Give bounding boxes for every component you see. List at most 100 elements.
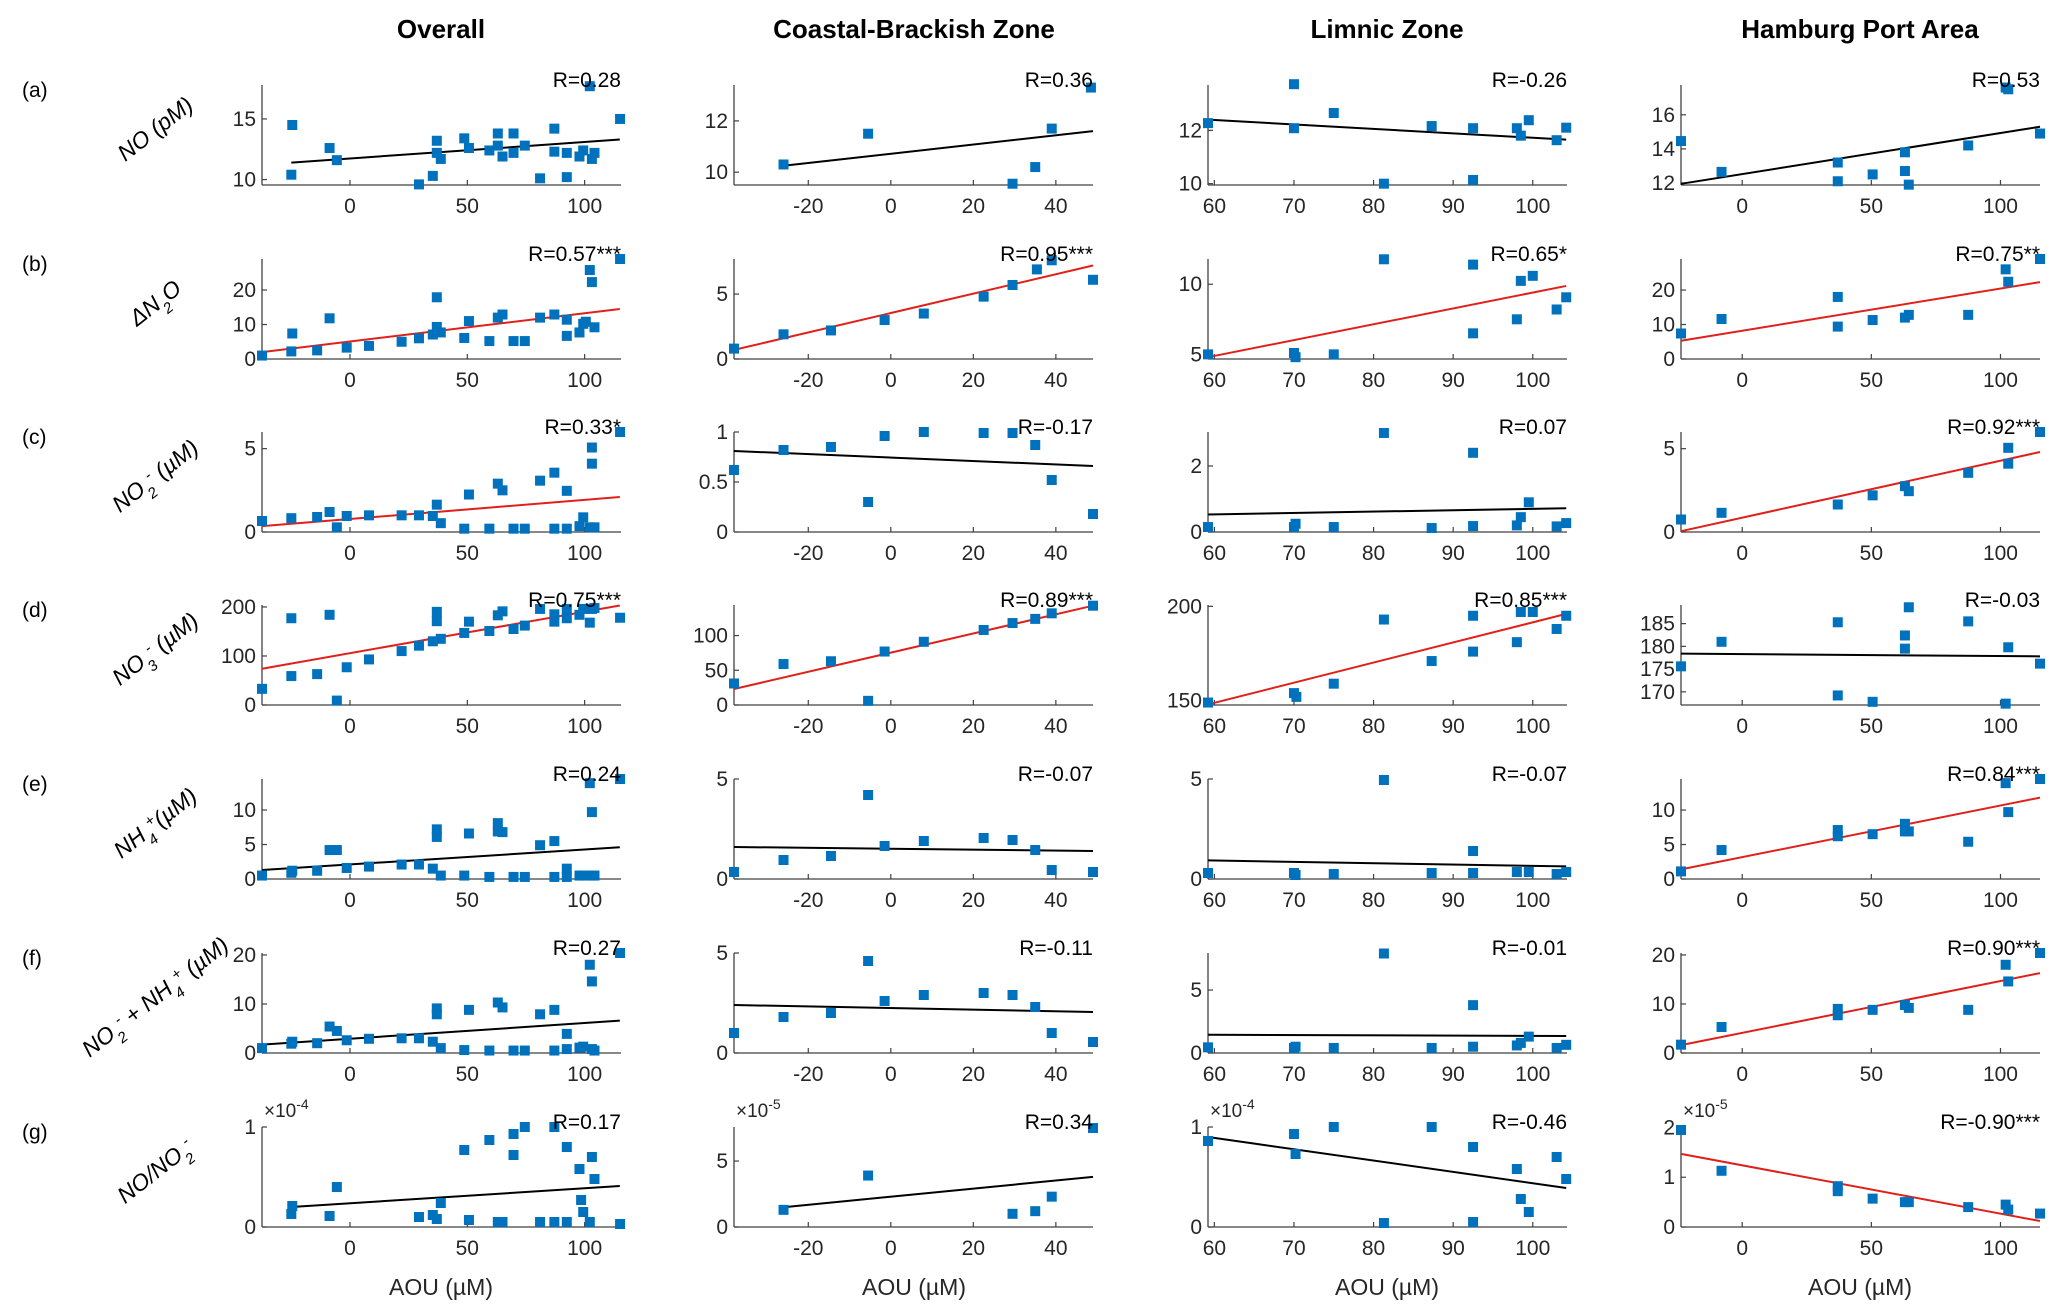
column-title-limnic: Limnic Zone (1310, 14, 1463, 44)
data-point (286, 513, 297, 524)
data-point (615, 113, 626, 124)
data-point (586, 807, 597, 818)
scatter-panel: 0 50 100 0 5 R=0.92*** (1663, 416, 2045, 565)
data-point (497, 485, 508, 496)
data-point (1527, 606, 1538, 617)
fit-line (291, 1185, 620, 1208)
data-point (918, 427, 929, 437)
data-point (312, 865, 323, 876)
y-tick-label: 0 (244, 1216, 256, 1239)
y-axis-label-part: NO (pM) (112, 91, 197, 166)
fit-line (1207, 507, 1567, 516)
y-axis-label-part: 4 (145, 830, 162, 849)
x-tick-label: 40 (1044, 1237, 1067, 1260)
scatter-panel: 60 70 80 90 100 5 10 R=0.65* (1179, 243, 1572, 392)
y-axis-label: NO2- (µM) (107, 434, 208, 524)
x-tick-label: 70 (1282, 369, 1305, 392)
data-point (535, 840, 546, 851)
significant-fit-line (1680, 972, 2041, 1047)
data-point (324, 507, 335, 517)
y-tick-label: 0 (1190, 521, 1202, 544)
data-point (1288, 123, 1299, 134)
x-tick-label: 0 (344, 1237, 356, 1260)
data-point (1963, 140, 1974, 151)
data-point (324, 1021, 335, 1032)
data-point (1903, 602, 1914, 613)
data-point (584, 1217, 595, 1227)
correlation-label: R=0.85*** (1474, 589, 1567, 612)
scatter-panel: -20 0 20 40 0 5 R=-0.11 (716, 937, 1098, 1086)
axis-exponent-base: ×10 (264, 1101, 296, 1122)
y-tick-label: 1 (244, 1116, 256, 1139)
data-point (1426, 868, 1437, 878)
data-point (1523, 1207, 1534, 1217)
data-point (535, 173, 546, 184)
data-point (1561, 518, 1572, 529)
x-tick-label: 0 (1736, 369, 1748, 392)
y-axis-label-part: NO (77, 1020, 120, 1062)
data-point (331, 695, 342, 706)
data-point (586, 1152, 597, 1162)
data-point (729, 867, 739, 877)
data-point (1203, 697, 1213, 708)
data-point (586, 153, 597, 164)
data-point (549, 123, 560, 134)
data-point (257, 350, 267, 361)
data-point (1030, 162, 1041, 173)
data-point (459, 627, 470, 638)
data-point (1963, 836, 1974, 847)
data-point (825, 656, 836, 667)
y-tick-label: 5 (244, 438, 256, 461)
data-point (574, 1164, 585, 1174)
data-point (396, 859, 407, 870)
x-tick-label: 60 (1203, 1237, 1226, 1260)
data-point (561, 314, 572, 325)
data-point (1903, 1002, 1914, 1013)
y-axis-label: NH4+(µM) (108, 782, 206, 869)
correlation-label: R=0.28 (553, 69, 621, 92)
x-tick-label: 80 (1362, 715, 1385, 738)
fit-line (1680, 652, 2041, 658)
data-point (584, 778, 595, 789)
y-axis-label-part: (µM) (145, 607, 204, 661)
x-tick-label: 40 (1044, 542, 1067, 565)
data-point (1203, 1042, 1213, 1053)
y-tick-label: 5 (1663, 438, 1675, 461)
data-point (519, 1045, 530, 1056)
x-axis-label: AOU (µM) (389, 1274, 493, 1300)
column-title-overall: Overall (397, 14, 485, 44)
data-point (1899, 630, 1910, 641)
data-point (1088, 1037, 1098, 1047)
data-point (580, 316, 591, 327)
y-tick-label: 5 (244, 834, 256, 857)
x-tick-label: 100 (1983, 889, 2018, 912)
data-point (508, 1129, 519, 1139)
fit-line (1207, 118, 1567, 141)
data-point (1030, 1002, 1041, 1012)
data-point (2003, 1204, 2014, 1215)
data-point (586, 458, 597, 469)
x-tick-label: 80 (1362, 542, 1385, 565)
scatter-panel: 0 50 100 0 10 20 R=0.75** (1652, 243, 2045, 392)
data-point (463, 143, 474, 154)
y-axis-label-part: NO (107, 649, 150, 691)
data-point (549, 609, 560, 620)
data-point (615, 948, 626, 958)
data-point (1511, 520, 1522, 531)
x-tick-label: 0 (885, 195, 897, 218)
correlation-label: R=-0.01 (1492, 937, 1567, 960)
data-point (286, 1209, 297, 1219)
data-point (331, 845, 342, 856)
data-point (431, 606, 442, 617)
y-tick-label: 0 (716, 1042, 728, 1065)
data-point (1468, 447, 1479, 458)
data-point (879, 841, 890, 851)
data-point (413, 333, 424, 344)
x-tick-label: 0 (1736, 1237, 1748, 1260)
data-point (484, 336, 495, 347)
data-point (484, 523, 495, 534)
data-point (1963, 616, 1974, 627)
data-point (463, 1004, 474, 1015)
data-point (287, 1036, 298, 1047)
x-tick-label: 100 (1515, 1063, 1550, 1086)
